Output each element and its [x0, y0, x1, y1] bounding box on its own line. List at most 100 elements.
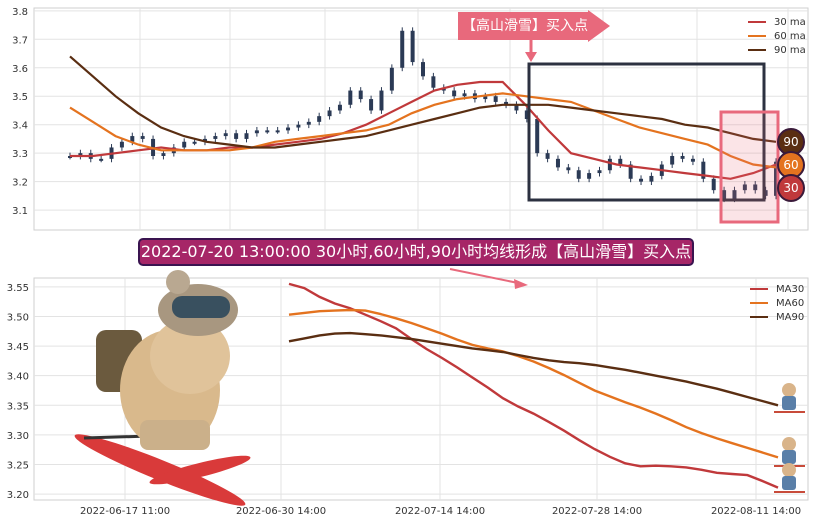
candle	[140, 136, 145, 139]
candle	[254, 130, 259, 134]
y-tick-label: 3.3	[12, 149, 28, 160]
candle	[701, 161, 706, 179]
highlight-box	[719, 110, 780, 224]
candle	[265, 130, 270, 133]
legend-item-60: 60 ma	[748, 29, 806, 43]
goggles-icon	[172, 296, 230, 318]
candle	[722, 190, 727, 199]
candle	[649, 175, 654, 182]
candle	[130, 136, 135, 142]
candle	[223, 133, 228, 137]
candle	[327, 110, 332, 117]
candle	[566, 167, 571, 171]
pointer-right-icon	[514, 279, 528, 289]
candle	[753, 184, 758, 191]
candle	[504, 101, 509, 105]
legend-item-ma30: MA30	[750, 282, 804, 296]
candle	[119, 141, 124, 148]
candle	[431, 76, 436, 88]
dog-head-icon	[150, 318, 230, 394]
ma-series-ma60	[288, 308, 779, 459]
mascot-body-icon	[782, 476, 796, 490]
candle	[607, 158, 612, 171]
candle	[576, 170, 581, 179]
x-tick-label: 2022-07-28 14:00	[552, 506, 642, 517]
candle	[389, 67, 394, 91]
candle	[213, 136, 218, 139]
top-legend: 30 ma 60 ma 90 ma	[748, 15, 806, 57]
mascot-icon	[774, 463, 805, 493]
candle	[78, 153, 83, 156]
mascot-icon	[774, 383, 805, 413]
y-tick-label: 3.45	[7, 342, 29, 353]
candle	[587, 173, 592, 179]
candle	[379, 90, 384, 111]
candle	[244, 133, 249, 139]
legend-label: MA60	[776, 297, 805, 309]
legend-label: MA30	[776, 283, 805, 295]
candle	[234, 133, 239, 139]
y-tick-label: 3.30	[7, 431, 29, 442]
candle	[628, 164, 633, 179]
skier-dog-illustration	[74, 270, 251, 506]
candle	[690, 158, 695, 162]
candle	[410, 30, 415, 63]
candle	[358, 90, 363, 100]
candle	[618, 158, 623, 165]
ski-icon	[149, 455, 251, 485]
candle	[639, 178, 644, 182]
y-tick-label: 3.35	[7, 401, 29, 412]
ma-series-ma90	[288, 331, 779, 407]
mascot-head-icon	[782, 437, 796, 451]
buy-point-arrow-icon	[588, 10, 610, 42]
candle	[462, 93, 467, 97]
y-tick-label: 3.6	[12, 64, 28, 75]
candle	[555, 158, 560, 168]
candle	[161, 153, 166, 156]
signal-box	[527, 62, 766, 202]
x-tick-label: 2022-08-11 14:00	[711, 506, 801, 517]
candle	[597, 170, 602, 174]
candle	[763, 190, 768, 196]
mascot-body-icon	[782, 396, 796, 410]
y-tick-label: 3.7	[12, 35, 28, 46]
candle	[774, 161, 778, 196]
mascot-head-icon	[782, 463, 796, 477]
candle	[670, 156, 675, 165]
buy-point-label: 【高山滑雪】买入点	[458, 12, 588, 40]
candle	[680, 156, 685, 159]
y-tick-label: 3.50	[7, 312, 29, 323]
legend-label: 90 ma	[774, 44, 806, 56]
candle	[275, 130, 280, 133]
x-tick-label: 2022-06-30 14:00	[236, 506, 326, 517]
y-tick-label: 3.1	[12, 206, 28, 217]
y-tick-label: 3.4	[12, 121, 28, 132]
y-tick-label: 3.20	[7, 490, 29, 501]
mascot-head-icon	[782, 383, 796, 397]
candle	[306, 121, 311, 125]
candle	[711, 178, 716, 191]
ma-line-90	[69, 55, 777, 149]
candle	[348, 90, 353, 105]
x-tick-label: 2022-06-17 11:00	[80, 506, 170, 517]
legend-label: MA90	[776, 311, 805, 323]
candle	[483, 96, 488, 100]
top-plot-area	[33, 7, 809, 231]
candle	[493, 96, 498, 102]
pompom-icon	[166, 270, 190, 294]
candle	[182, 141, 187, 148]
candle	[192, 141, 197, 144]
candle	[452, 90, 457, 97]
legend-item-ma90: MA90	[750, 310, 804, 324]
y-tick-label: 3.55	[7, 283, 29, 294]
candle	[535, 119, 540, 154]
candle	[514, 104, 519, 111]
x-tick-label: 2022-07-14 14:00	[395, 506, 485, 517]
dog-legs-icon	[140, 420, 210, 450]
candle	[99, 158, 104, 161]
y-tick-label: 3.40	[7, 372, 29, 383]
y-tick-label: 3.2	[12, 178, 28, 189]
candle	[421, 62, 425, 77]
pointer-down-icon	[525, 52, 537, 62]
